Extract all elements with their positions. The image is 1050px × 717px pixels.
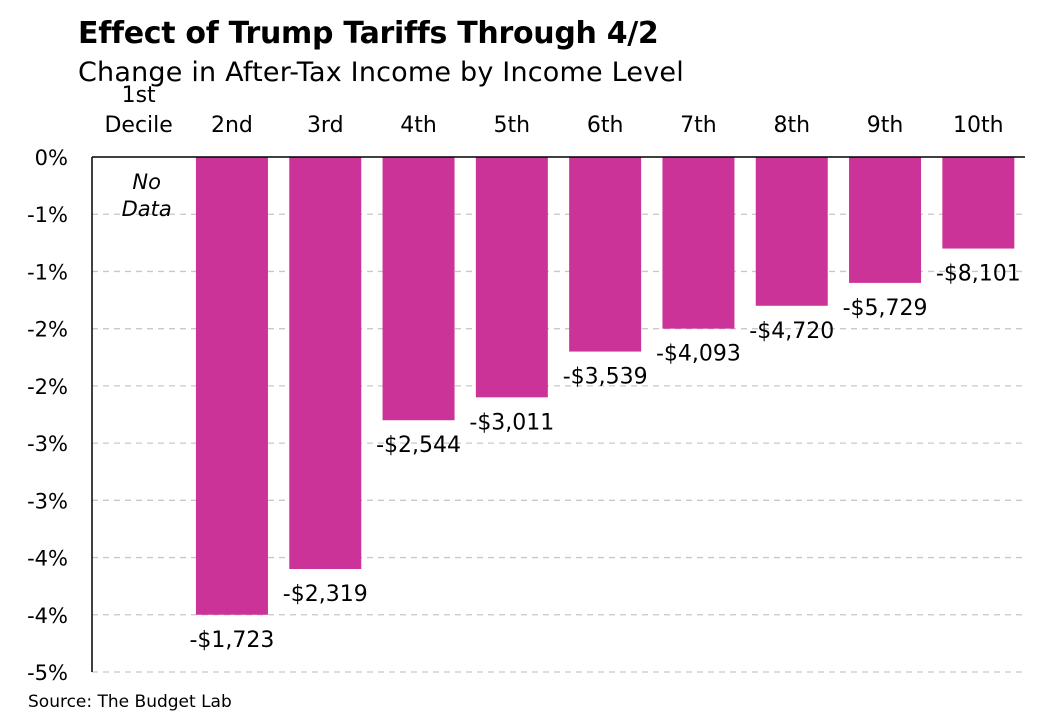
y-tick-label: -3% — [27, 489, 68, 513]
x-tick-label: 10th — [953, 113, 1004, 138]
data-label: -$2,319 — [283, 582, 368, 607]
bar — [569, 157, 642, 352]
x-tick-label: 2nd — [211, 113, 253, 138]
data-label: -$4,720 — [749, 319, 834, 344]
chart-title: Effect of Trump Tariffs Through 4/2 — [78, 16, 659, 51]
x-tick-label: 6th — [587, 113, 624, 138]
data-label: -$3,011 — [469, 410, 554, 435]
bar — [662, 157, 735, 329]
y-tick-label: -1% — [27, 260, 68, 284]
source-note: Source: The Budget Lab — [28, 692, 232, 712]
y-tick-label: 0% — [35, 146, 68, 170]
x-tick-label: 7th — [680, 113, 717, 138]
x-tick-label: 5th — [494, 113, 531, 138]
bar — [849, 157, 922, 283]
y-tick-label: -5% — [27, 661, 68, 685]
data-label: -$2,544 — [376, 433, 461, 458]
x-tick-label: 8th — [773, 113, 810, 138]
bar — [755, 157, 828, 306]
bar — [942, 157, 1015, 249]
data-label: -$1,723 — [189, 628, 274, 653]
chart-subtitle: Change in After-Tax Income by Income Lev… — [78, 57, 684, 88]
bar — [289, 157, 362, 569]
x-tick-label: 9th — [867, 113, 904, 138]
y-tick-label: -3% — [27, 432, 68, 456]
no-data-label: No Data — [122, 170, 172, 221]
y-tick-label: -2% — [27, 318, 68, 342]
y-tick-label: -1% — [27, 203, 68, 227]
x-tick-label: 3rd — [307, 113, 344, 138]
data-label: -$5,729 — [843, 296, 928, 321]
y-tick-label: -2% — [27, 375, 68, 399]
x-tick-label: 1st Decile — [104, 83, 172, 138]
data-label: -$8,101 — [936, 262, 1021, 287]
y-tick-label: -4% — [27, 547, 68, 571]
bar — [382, 157, 455, 421]
y-tick-label: -4% — [27, 604, 68, 628]
x-tick-label: 4th — [400, 113, 437, 138]
bar — [195, 157, 268, 615]
data-label: -$4,093 — [656, 342, 741, 367]
data-label: -$3,539 — [563, 365, 648, 390]
bar — [475, 157, 548, 398]
